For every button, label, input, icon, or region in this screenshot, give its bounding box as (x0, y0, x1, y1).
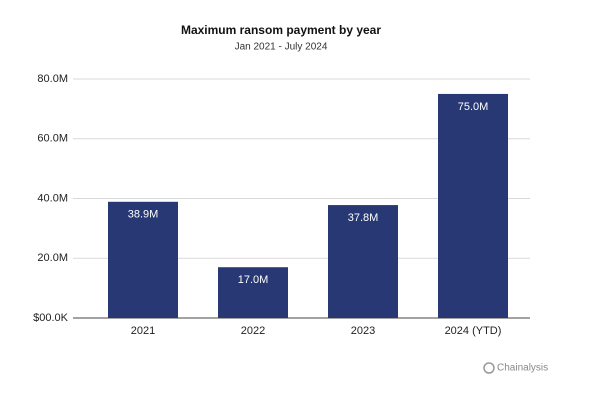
bar (328, 205, 398, 318)
x-tick-label: 2023 (351, 325, 375, 337)
value-label: 17.0M (238, 274, 269, 286)
bar (218, 267, 288, 318)
y-tick-label: 20.0M (37, 252, 68, 264)
value-label: 75.0M (458, 101, 489, 113)
chart-subtitle: Jan 2021 - July 2024 (235, 42, 328, 53)
chart-title: Maximum ransom payment by year (181, 23, 381, 37)
watermark-logo: Chainalysis (483, 362, 548, 374)
y-tick-label: 60.0M (37, 133, 68, 145)
bar (108, 201, 178, 318)
y-tick-label: 80.0M (37, 73, 68, 85)
logo-icon (483, 362, 495, 374)
bar (438, 93, 508, 318)
value-label: 38.9M (128, 209, 159, 221)
x-tick-label: 2024 (YTD) (445, 325, 502, 337)
y-tick-label: 40.0M (37, 192, 68, 204)
x-tick-label: 2021 (131, 325, 155, 337)
y-tick-label: $00.0K (33, 312, 69, 324)
watermark: Chainalysis (497, 363, 548, 374)
value-label: 37.8M (348, 212, 379, 224)
x-tick-label: 2022 (241, 325, 265, 337)
